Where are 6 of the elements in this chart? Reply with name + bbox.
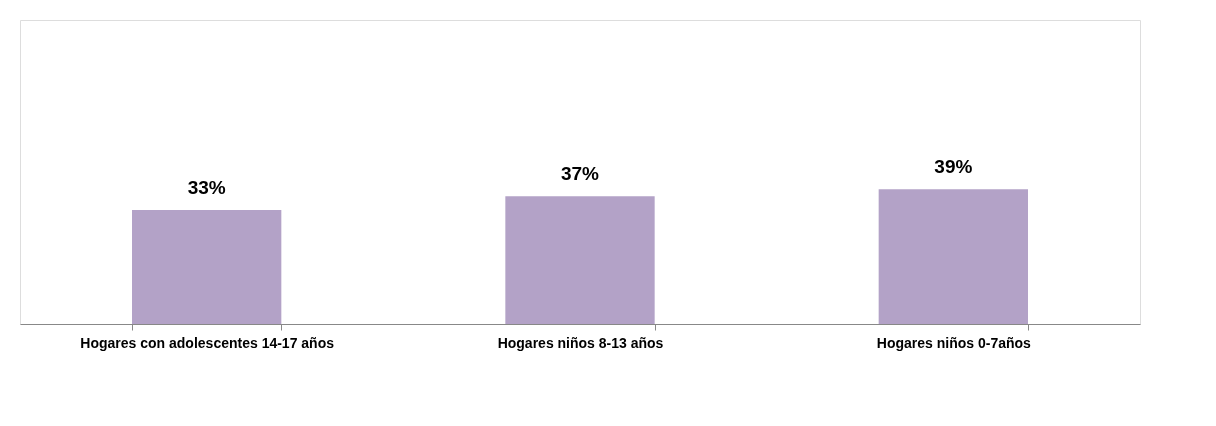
- x-tick-label: Hogares niños 0-7años: [876, 334, 1032, 351]
- data-label: 39%: [934, 156, 973, 178]
- data-label: 37%: [560, 163, 600, 185]
- x-tick-label: Hogares niños 8-13 años: [497, 334, 664, 351]
- data-label: 33%: [187, 177, 226, 198]
- x-tick-label: Hogares con adolescentes 14-17 años: [80, 334, 335, 351]
